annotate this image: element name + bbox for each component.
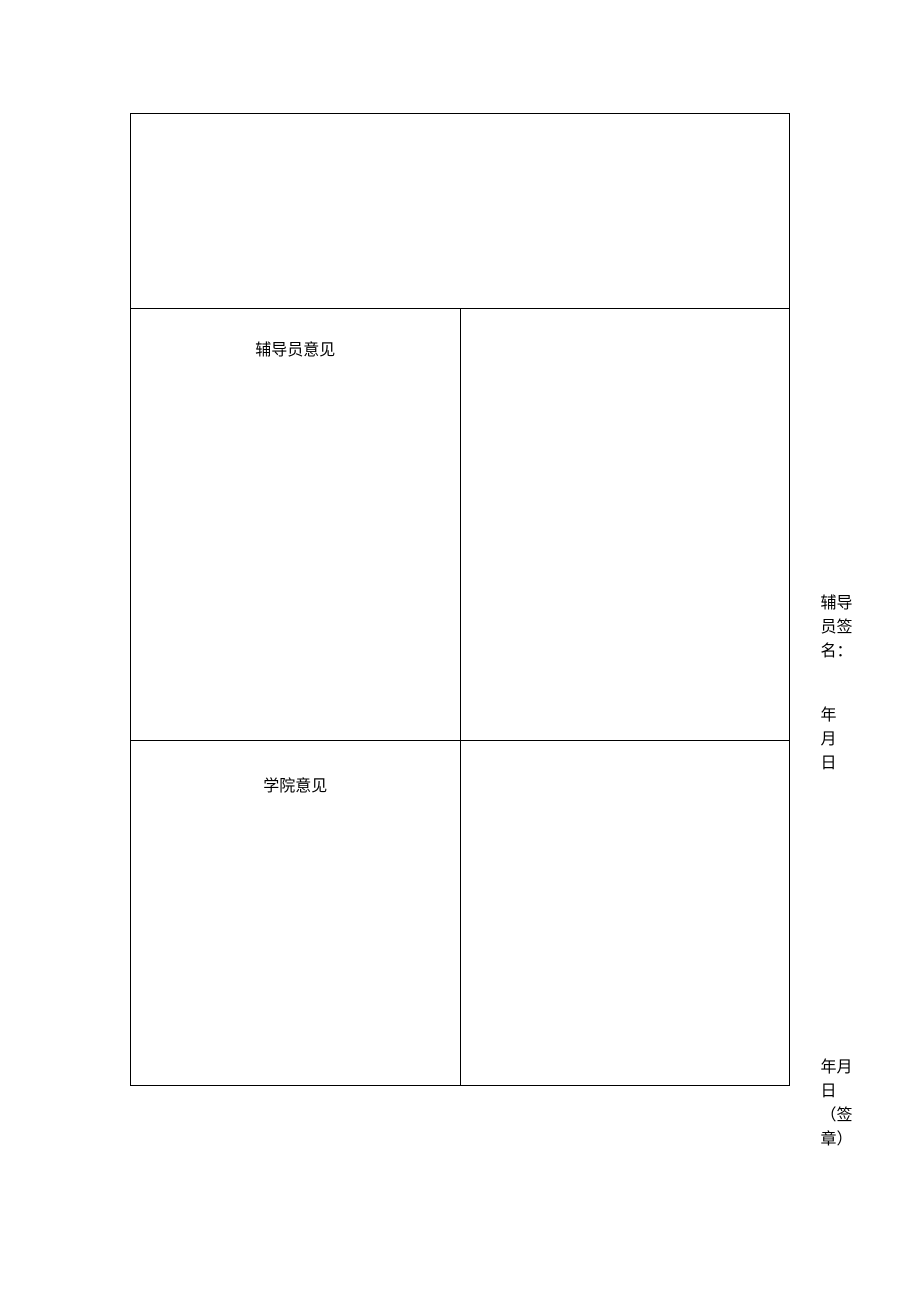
table-row: 学院意见 年月日（签章） [131, 741, 790, 1086]
advisor-date-label: 年月日 [821, 701, 837, 773]
college-opinion-label-cell: 学院意见 [131, 741, 461, 1086]
college-opinion-content-cell: 年月日（签章） [460, 741, 790, 1086]
form-container: 辅导员意见 辅导员签名： 年月日 学院意见 年月日（签章） [130, 113, 790, 1086]
advisor-opinion-label-cell: 辅导员意见 [131, 309, 461, 741]
row1-empty-cell [131, 114, 790, 309]
college-date-label: 年月日（签章） [821, 1053, 853, 1149]
college-opinion-label: 学院意见 [263, 778, 327, 795]
advisor-opinion-content-cell: 辅导员签名： 年月日 [460, 309, 790, 741]
advisor-opinion-label: 辅导员意见 [255, 342, 335, 359]
advisor-signature-label: 辅导员签名： [821, 589, 853, 661]
table-row: 辅导员意见 辅导员签名： 年月日 [131, 309, 790, 741]
table-row [131, 114, 790, 309]
approval-form-table: 辅导员意见 辅导员签名： 年月日 学院意见 年月日（签章） [130, 113, 790, 1086]
